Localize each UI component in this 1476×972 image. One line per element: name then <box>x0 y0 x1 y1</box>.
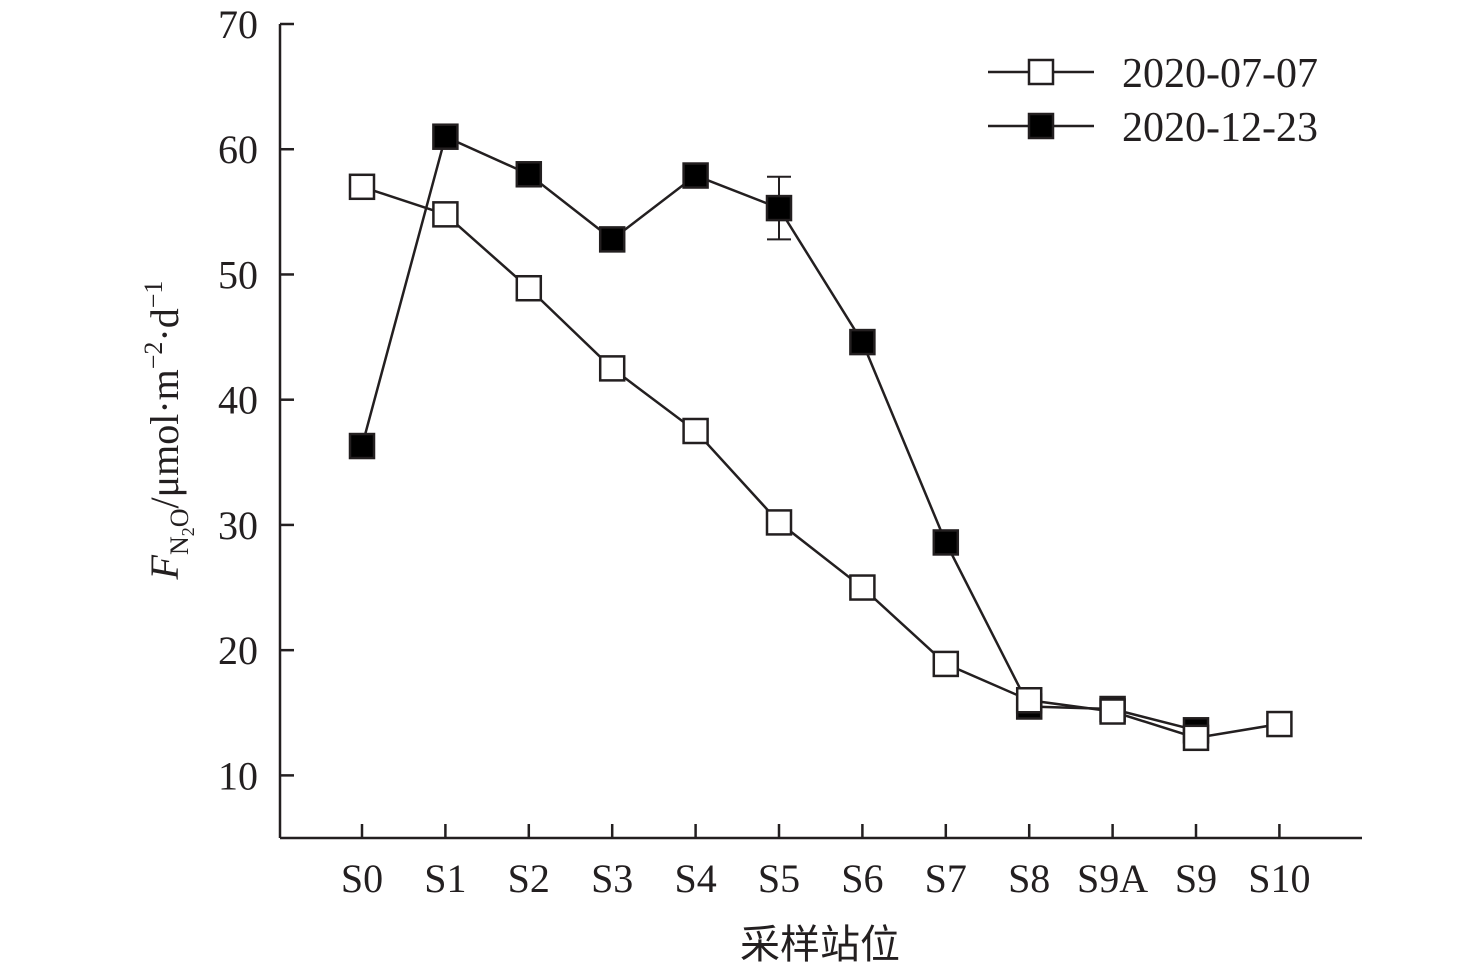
y-tick-label: 20 <box>218 628 258 673</box>
data-point <box>1266 710 1293 738</box>
x-tick-label: S2 <box>508 856 550 901</box>
legend-item-1: 2020-07-07 <box>988 51 1318 97</box>
x-tick-label: S9A <box>1077 856 1148 901</box>
data-point <box>515 161 543 188</box>
x-tick-label: S9 <box>1175 856 1217 901</box>
data-point <box>932 529 960 556</box>
axes <box>278 24 1362 840</box>
series-1 <box>348 173 1293 752</box>
y-tick-label: 60 <box>218 127 258 172</box>
x-tick-label: S7 <box>925 856 967 901</box>
data-point <box>348 173 376 201</box>
data-point <box>1015 686 1043 714</box>
y-tick-label: 10 <box>218 753 258 798</box>
y-axis-label: FN2O/μmol·m−2·d−1 <box>139 281 198 581</box>
y-tick-label: 50 <box>218 252 258 297</box>
x-tick-label: S1 <box>424 856 466 901</box>
x-tick-label: S5 <box>758 856 800 901</box>
data-point <box>932 650 960 678</box>
x-tick-label: S10 <box>1248 856 1310 901</box>
y-tick-label: 40 <box>218 378 258 423</box>
x-tick-label: S4 <box>674 856 716 901</box>
data-point <box>432 123 459 150</box>
data-point <box>682 417 709 445</box>
data-point <box>849 328 876 356</box>
data-point <box>598 355 626 382</box>
x-tick-label: S6 <box>841 856 883 901</box>
legend-label-series-1: 2020-07-07 <box>1122 51 1318 97</box>
x-axis-label: 采样站位 <box>740 922 900 967</box>
y-tick-label: 30 <box>218 503 258 548</box>
data-point <box>765 194 793 222</box>
data-point <box>432 201 459 228</box>
legend-label-series-2: 2020-12-23 <box>1122 105 1318 151</box>
series-layer <box>348 123 1293 752</box>
data-point <box>1182 724 1210 752</box>
series-line <box>361 185 1280 740</box>
x-tick-label: S0 <box>341 856 383 901</box>
data-point <box>515 274 543 302</box>
data-point <box>682 162 709 189</box>
series-2 <box>348 123 1210 744</box>
y-axis-ticks: 10 20 30 40 50 60 70 <box>218 2 294 798</box>
y-tick-label: 70 <box>218 2 258 47</box>
legend-item-2: 2020-12-23 <box>988 105 1318 151</box>
data-point <box>598 226 626 253</box>
x-tick-label: S3 <box>591 856 633 901</box>
data-point <box>1099 698 1126 725</box>
data-point <box>849 574 876 601</box>
legend: 2020-07-07 2020-12-23 <box>988 51 1318 151</box>
x-axis-ticks: S0 S1 S2 S3 S4 S5 S6 S7 S8 S9A S9 S10 <box>341 824 1311 901</box>
data-point <box>348 432 376 460</box>
x-tick-label: S8 <box>1008 856 1050 901</box>
data-point <box>765 509 793 536</box>
